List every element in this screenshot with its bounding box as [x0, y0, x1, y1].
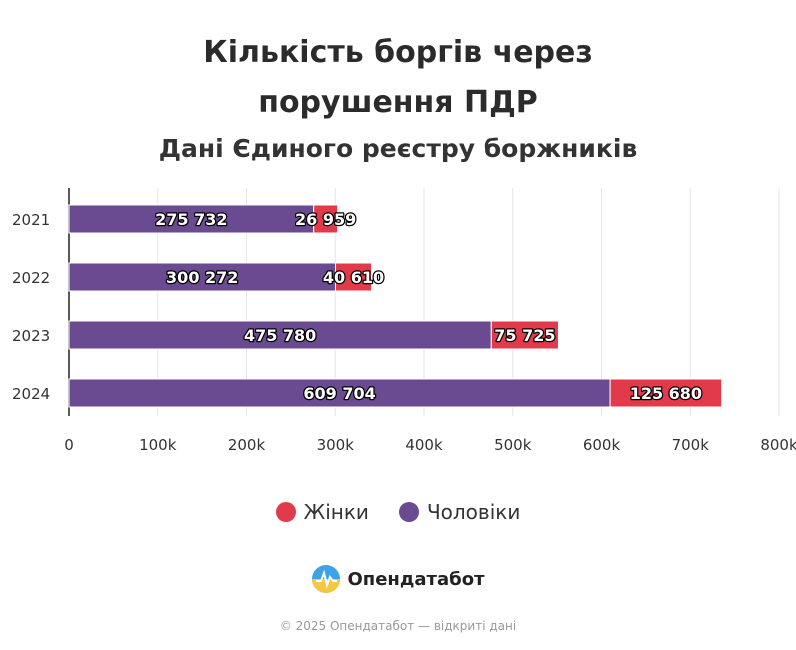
data-label-women: 26 959 — [295, 210, 356, 229]
x-tick-label: 500k — [494, 436, 532, 454]
x-tick-label: 700k — [672, 436, 710, 454]
x-tick-label: 0 — [64, 436, 74, 454]
men-color-dot — [398, 502, 419, 522]
legend-item-men[interactable]: Чоловіки — [398, 500, 521, 524]
bar-men — [68, 378, 611, 408]
legend: Жінки Чоловіки — [0, 500, 796, 524]
x-tick-label: 400k — [405, 436, 443, 454]
women-color-dot — [275, 502, 296, 522]
bar-women — [313, 204, 339, 234]
legend-label-men: Чоловіки — [426, 500, 521, 524]
bar-women — [609, 378, 723, 408]
data-label-men: 275 732 — [155, 210, 227, 229]
y-tick-label: 2024 — [12, 385, 50, 403]
y-tick-label: 2022 — [12, 269, 50, 287]
bar-chart: 0 100k 200k 300k 400k 500k 600k 700k 800k 2021 275… — [12, 188, 796, 454]
x-tick-label: 100k — [139, 436, 177, 454]
legend-label-women: Жінки — [303, 500, 369, 524]
title-line-2: порушення ПДР — [258, 85, 538, 120]
x-tick-label: 300k — [317, 436, 355, 454]
bar-women — [490, 320, 559, 350]
data-label-women: 75 725 — [494, 326, 555, 345]
data-label-women: 40 610 — [323, 268, 384, 287]
data-label-men: 475 780 — [244, 326, 316, 345]
data-label-men: 300 272 — [166, 268, 238, 287]
chart-title: Кількість боргів через порушення ПДР — [0, 28, 796, 128]
legend-item-women[interactable]: Жінки — [275, 500, 369, 524]
data-label-men: 609 704 — [303, 384, 375, 403]
title-line-1: Кількість боргів через — [203, 35, 593, 70]
bar-women — [334, 262, 373, 292]
x-tick-label: 600k — [583, 436, 621, 454]
brand-name: Опендатабот — [347, 568, 485, 590]
y-tick-label: 2021 — [12, 211, 50, 229]
data-label-women: 125 680 — [630, 384, 702, 403]
copyright: © 2025 Опендатабот — відкриті дані — [279, 619, 517, 633]
x-tick-label: 200k — [228, 436, 266, 454]
opendatabot-logo-icon — [312, 565, 341, 593]
bar-men — [68, 320, 492, 350]
chart-subtitle: Дані Єдиного реєстру боржників — [158, 134, 638, 163]
bar-men — [68, 262, 336, 292]
y-tick-label: 2023 — [12, 327, 50, 345]
brand: Опендатабот — [0, 564, 796, 594]
x-tick-label: 800k — [760, 436, 796, 454]
